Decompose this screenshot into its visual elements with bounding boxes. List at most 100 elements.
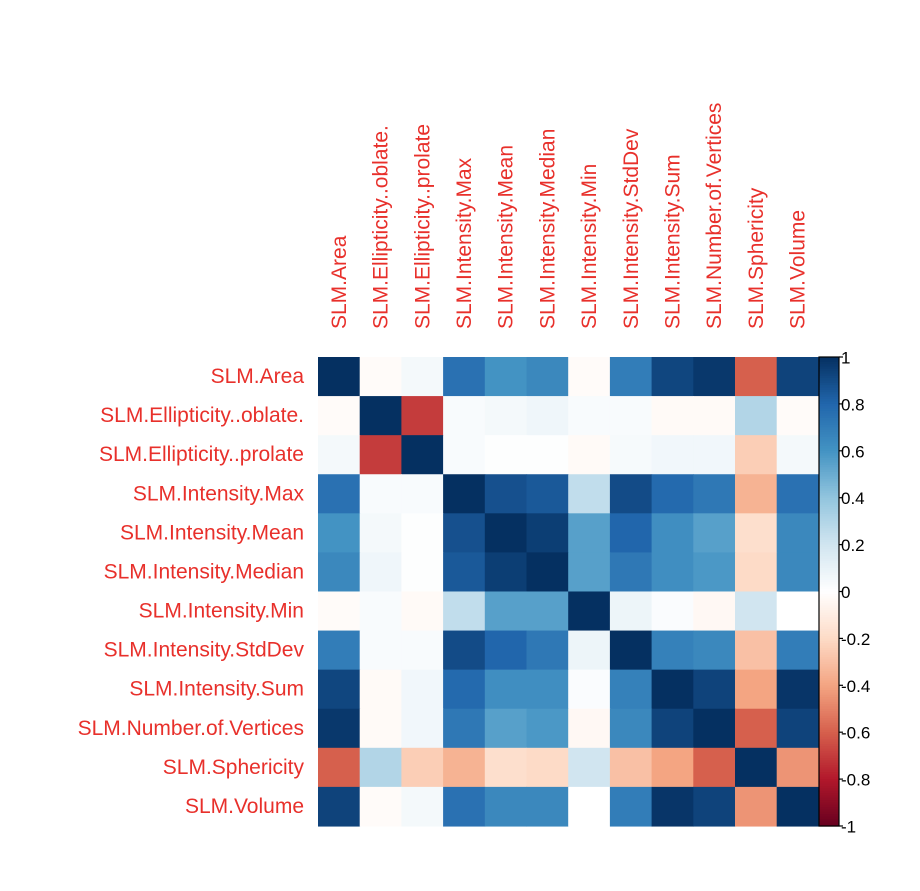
colorbar-segment: [819, 807, 839, 811]
heatmap-cell: [735, 630, 778, 671]
colorbar-segment: [819, 455, 839, 459]
heatmap-cell: [318, 474, 361, 514]
heatmap-cell: [609, 591, 653, 632]
colorbar-segment: [819, 518, 839, 522]
colorbar-tick-label: 0.6: [841, 442, 865, 461]
heatmap-cell: [401, 357, 444, 397]
heatmap-cell: [401, 552, 444, 593]
colorbar-segment: [819, 448, 839, 452]
heatmap-cell: [735, 747, 778, 788]
heatmap-cell: [693, 591, 736, 632]
colorbar-segment: [819, 368, 839, 372]
heatmap-cell: [359, 357, 402, 397]
column-label: SLM.Number.of.Vertices: [703, 103, 726, 329]
colorbar-segment: [819, 403, 839, 407]
heatmap-cell: [651, 513, 694, 553]
heatmap-cell: [484, 357, 528, 397]
heatmap-cell: [484, 513, 528, 553]
heatmap-cell: [735, 708, 778, 749]
heatmap-cell: [651, 474, 694, 514]
heatmap-cell: [776, 552, 819, 593]
column-label: SLM.Intensity.Mean: [495, 145, 518, 329]
colorbar-segment: [819, 652, 839, 656]
colorbar-segment: [819, 692, 839, 696]
colorbar-segment: [819, 640, 839, 644]
colorbar-segment: [819, 551, 839, 555]
heatmap-cell: [651, 591, 694, 632]
heatmap-cell: [526, 513, 569, 553]
colorbar-tick-label: -0.2: [841, 630, 870, 649]
colorbar-segment: [819, 605, 839, 609]
colorbar-segment: [819, 577, 839, 581]
heatmap-cell: [609, 669, 653, 710]
colorbar-segment: [819, 811, 839, 815]
colorbar-segment: [819, 633, 839, 637]
colorbar-segment: [819, 525, 839, 529]
colorbar-segment: [819, 666, 839, 670]
heatmap-cell: [443, 591, 486, 632]
colorbar-segment: [819, 743, 839, 747]
heatmap-cell: [568, 435, 611, 475]
heatmap-cell: [735, 474, 778, 514]
colorbar-segment: [819, 750, 839, 754]
heatmap-cell: [443, 669, 486, 710]
colorbar-segment: [819, 748, 839, 752]
heatmap-cell: [359, 396, 402, 436]
colorbar-segment: [819, 385, 839, 389]
row-label: SLM.Ellipticity..oblate.: [100, 404, 304, 427]
colorbar-segment: [819, 563, 839, 567]
heatmap-cell: [693, 552, 736, 593]
colorbar-segment: [819, 584, 839, 588]
heatmap-cell: [318, 357, 361, 397]
colorbar-segment: [819, 685, 839, 689]
heatmap-cell: [651, 435, 694, 475]
heatmap-cell: [359, 591, 402, 632]
colorbar-segment: [819, 722, 839, 726]
colorbar-segment: [819, 357, 839, 360]
heatmap-cell: [401, 591, 444, 632]
heatmap-cell: [568, 708, 611, 749]
colorbar-segment: [819, 549, 839, 553]
heatmap-cell: [526, 747, 569, 788]
colorbar-segment: [819, 579, 839, 583]
heatmap-cell: [401, 396, 444, 436]
heatmap-cell: [318, 591, 361, 632]
colorbar-segment: [819, 680, 839, 684]
heatmap-cell: [443, 552, 486, 593]
heatmap-cell: [776, 435, 819, 475]
colorbar-segment: [819, 471, 839, 475]
colorbar-segment: [819, 553, 839, 557]
colorbar-segment: [819, 736, 839, 740]
colorbar-segment: [819, 528, 839, 532]
colorbar-segment: [819, 380, 839, 384]
heatmap-cell: [776, 630, 819, 671]
heatmap-cell: [693, 474, 736, 514]
colorbar-segment: [819, 718, 839, 722]
column-label: SLM.Area: [328, 235, 351, 329]
heatmap-cell: [568, 669, 611, 710]
heatmap-cell: [484, 669, 528, 710]
colorbar-segment: [819, 530, 839, 534]
colorbar-segment: [819, 589, 839, 593]
heatmap-cell: [526, 708, 569, 749]
heatmap-cell: [776, 513, 819, 553]
heatmap-cell: [526, 786, 569, 827]
heatmap-cell: [651, 669, 694, 710]
colorbar-segment: [819, 624, 839, 628]
heatmap-cells: [318, 357, 819, 827]
colorbar-tick-label: -1: [841, 818, 856, 837]
colorbar-segment: [819, 507, 839, 511]
colorbar: 1 0.8 0.6 0.4 0.2 0 -0.2 -0.4 -0.6 -0.8 -1: [818, 349, 870, 837]
colorbar-segment: [819, 441, 839, 445]
colorbar-segment: [819, 746, 839, 750]
colorbar-segment: [819, 469, 839, 473]
heatmap-cell: [735, 435, 778, 475]
colorbar-segment: [819, 610, 839, 614]
heatmap-cell: [443, 396, 486, 436]
heatmap-cell: [693, 630, 736, 671]
colorbar-segment: [819, 570, 839, 574]
colorbar-segment: [819, 783, 839, 787]
heatmap-cell: [318, 708, 361, 749]
colorbar-segment: [819, 781, 839, 785]
heatmap-cell: [443, 474, 486, 514]
